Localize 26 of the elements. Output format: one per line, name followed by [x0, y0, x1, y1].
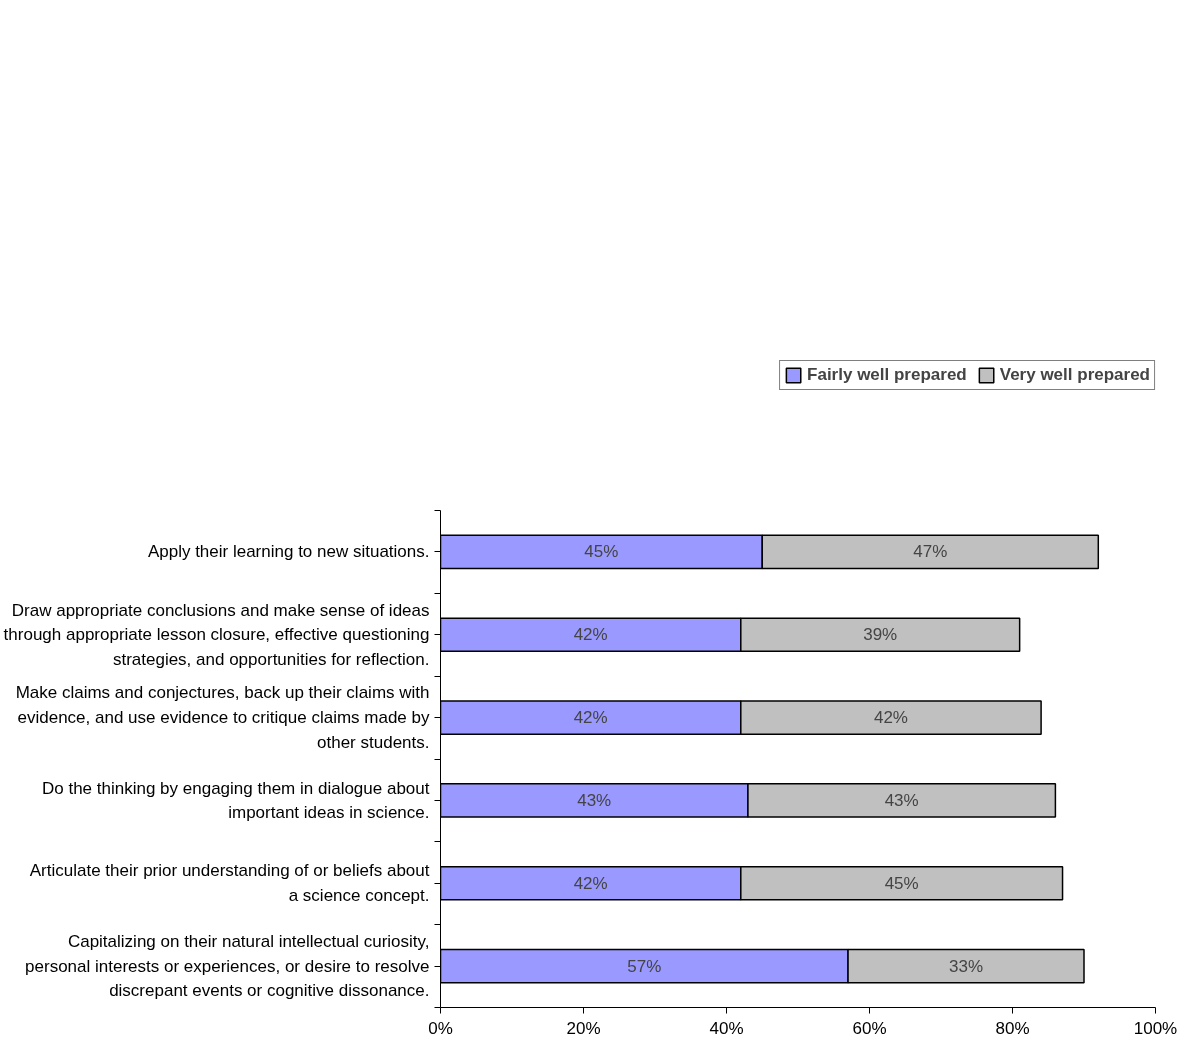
- x-tick-label: 40%: [709, 1018, 744, 1038]
- y-tick-label: Make claims and conjectures, back up their claims with evidence, and use evidence to critique claims made by other students.: [15, 683, 430, 752]
- data-label: 45%: [884, 873, 919, 893]
- legend-label: Fairly well prepared: [807, 365, 967, 385]
- data-label: 43%: [884, 790, 919, 810]
- data-label: 42%: [573, 708, 608, 728]
- x-tick-label: 0%: [428, 1018, 453, 1038]
- data-label: 47%: [913, 542, 948, 562]
- x-tick-label: 60%: [852, 1018, 887, 1038]
- y-tick-label: Do the thinking by engaging them in dialogue about important ideas in science.: [41, 778, 430, 823]
- y-tick-label: Articulate their prior understanding of or beliefs about a science concept.: [29, 861, 430, 906]
- y-tick-label: Apply their learning to new situations.: [147, 542, 430, 562]
- data-label: 33%: [949, 956, 984, 976]
- data-label: 45%: [584, 542, 619, 562]
- data-label: 42%: [573, 625, 608, 645]
- y-tick-label: Capitalizing on their natural intellectual curiosity, personal interests or experiences, or desire to resolve discrepant events or cognitive dissonance.: [25, 931, 430, 1001]
- data-label: 57%: [627, 956, 662, 976]
- x-tick-label: 80%: [995, 1018, 1030, 1038]
- x-tick-label: 20%: [566, 1018, 601, 1038]
- data-label: 43%: [577, 790, 612, 810]
- y-tick-label: Draw appropriate conclusions and make sense of ideas through appropriate lesson closure, effective questioning strategies, and opportunities for reflection.: [3, 600, 430, 669]
- x-tick-label: 100%: [1133, 1018, 1178, 1038]
- data-label: 39%: [863, 625, 898, 645]
- data-label: 42%: [873, 708, 908, 728]
- data-label: 42%: [573, 873, 608, 893]
- legend-label: Very well prepared: [999, 365, 1150, 385]
